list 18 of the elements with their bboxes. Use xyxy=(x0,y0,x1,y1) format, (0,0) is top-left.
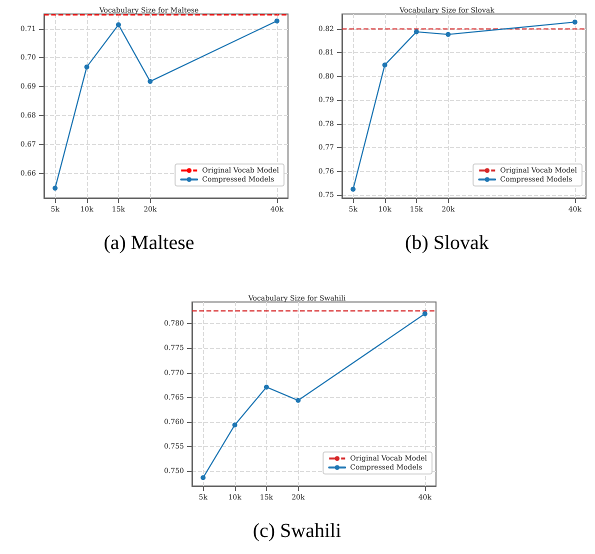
point xyxy=(422,311,428,316)
point xyxy=(200,475,206,480)
point xyxy=(84,64,90,70)
text: (b) Slovak xyxy=(404,232,490,255)
point xyxy=(296,398,301,403)
point xyxy=(52,186,58,191)
point xyxy=(414,29,419,34)
point xyxy=(274,18,280,24)
point xyxy=(350,186,356,192)
point xyxy=(232,422,238,428)
text: (c) Swahili xyxy=(252,520,342,543)
point xyxy=(148,78,153,84)
text: (a) Maltese xyxy=(102,232,196,255)
point xyxy=(264,384,269,390)
point xyxy=(382,62,388,68)
point xyxy=(446,32,451,37)
point xyxy=(116,22,121,28)
point xyxy=(572,20,578,25)
